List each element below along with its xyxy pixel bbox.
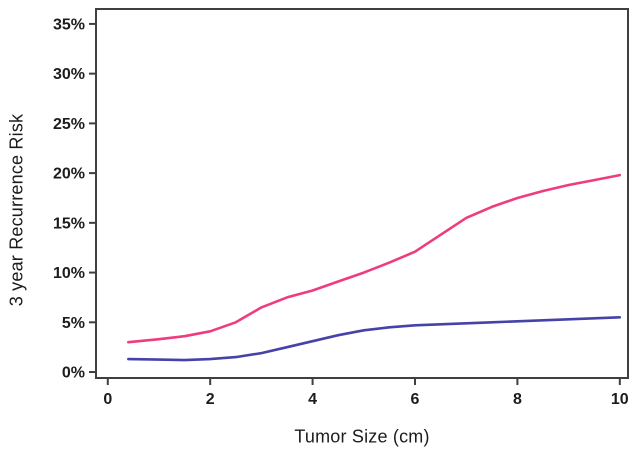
plot-border: [95, 8, 629, 379]
x-tick-label: 4: [308, 391, 317, 408]
y-tick-label: 0%: [62, 365, 85, 382]
x-tick-label: 6: [411, 391, 420, 408]
y-tick-label: 25%: [53, 116, 85, 133]
x-axis-title: Tumor Size (cm): [294, 426, 430, 447]
y-tick-label: 35%: [53, 16, 85, 33]
x-tick-label: 10: [611, 391, 629, 408]
y-tick-label: 5%: [62, 315, 85, 332]
x-tick-label: 0: [103, 391, 112, 408]
x-tick-label: 2: [206, 391, 215, 408]
y-tick-label: 20%: [53, 166, 85, 183]
y-axis-title: 3 year Recurrence Risk: [6, 113, 27, 307]
y-tick-label: 30%: [53, 66, 85, 83]
y-tick-label: 15%: [53, 215, 85, 232]
blue-curve: [127, 315, 622, 362]
x-tick-label: 8: [513, 391, 522, 408]
pink-curve: [127, 173, 622, 344]
y-tick-label: 10%: [53, 265, 85, 282]
